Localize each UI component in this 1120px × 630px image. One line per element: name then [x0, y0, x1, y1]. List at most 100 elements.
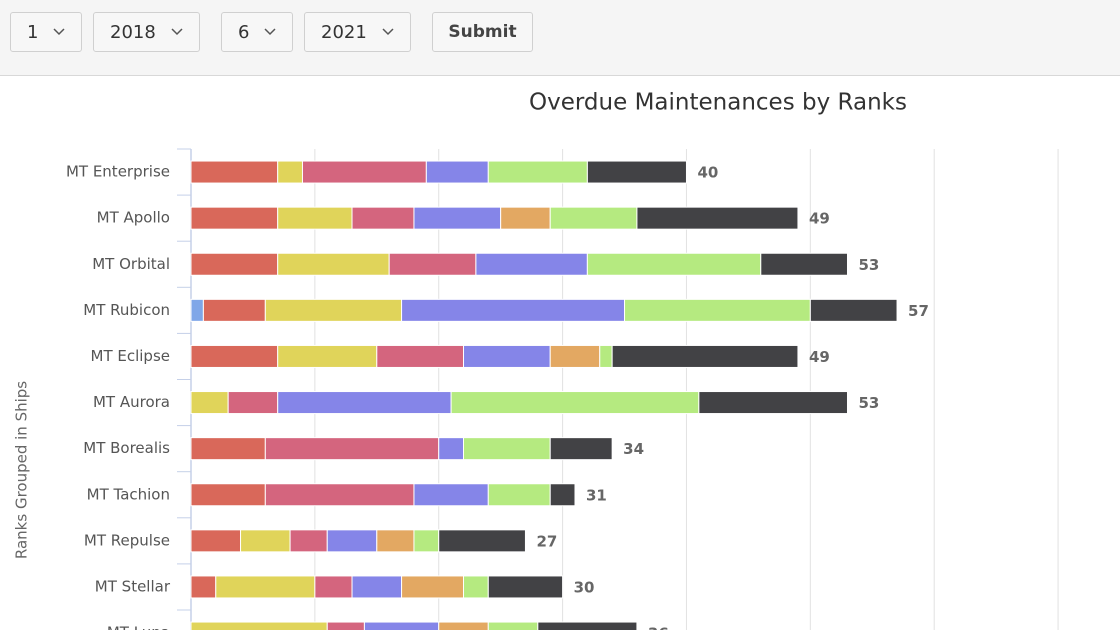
y-tick-label: MT Repulse	[84, 531, 170, 549]
chevron	[382, 28, 394, 36]
y-tick-label: MT Borealis	[83, 439, 170, 457]
end-year-select[interactable]: 2021	[304, 12, 411, 52]
bar-segment	[190, 529, 242, 553]
bar-segment	[586, 160, 687, 184]
total-label: 27	[536, 532, 557, 550]
chevron	[53, 28, 65, 36]
y-tick-label: MT Luna	[107, 624, 170, 630]
total-label: 57	[908, 302, 929, 320]
bar-segment	[413, 206, 502, 230]
bar-segment	[190, 437, 266, 461]
bar-segment	[227, 391, 279, 415]
bar-segment	[549, 483, 576, 507]
bar-segment	[351, 206, 415, 230]
y-tick-label: MT Rubicon	[83, 301, 170, 319]
bar-segment	[599, 344, 613, 368]
y-tick-label: MT Tachion	[87, 485, 170, 503]
bar-segment	[264, 437, 440, 461]
bar-segment	[289, 529, 328, 553]
end-month-select[interactable]: 6	[221, 12, 293, 52]
bar-segment	[549, 437, 613, 461]
bar-segment	[190, 344, 279, 368]
bar-segment	[463, 575, 489, 599]
bar-segment	[698, 391, 848, 415]
start-month-select[interactable]: 1	[10, 12, 82, 52]
bar-segment	[549, 344, 601, 368]
bar-segment	[388, 252, 477, 276]
bar-segment	[301, 160, 427, 184]
bar-segment	[809, 298, 898, 322]
bar-segment	[413, 529, 440, 553]
total-label: 53	[858, 256, 879, 274]
bar-segment	[487, 160, 588, 184]
total-label: 49	[809, 348, 830, 366]
bar-segment	[376, 344, 465, 368]
chevron	[171, 28, 183, 36]
select-value: 2021	[321, 21, 367, 43]
total-label: 49	[809, 210, 830, 228]
bar-segment	[277, 160, 303, 184]
bar-segment	[202, 298, 266, 322]
bar-segment	[450, 391, 700, 415]
chart-title: Overdue Maintenances by Ranks	[529, 90, 907, 116]
bar-segment	[487, 621, 539, 630]
total-label: 36	[648, 625, 669, 630]
total-label: 53	[858, 394, 879, 412]
bar-segment	[215, 575, 316, 599]
bar-segment	[463, 437, 551, 461]
bar-segment	[264, 298, 403, 322]
bar-segment	[190, 575, 217, 599]
bar-segment	[190, 391, 229, 415]
bar-segment	[277, 391, 452, 415]
bar-segment	[277, 344, 378, 368]
bar-segment	[438, 529, 526, 553]
total-label: 31	[586, 486, 607, 504]
bar-segment	[264, 483, 415, 507]
y-tick-label: MT Apollo	[97, 209, 170, 227]
y-axis-label: Ranks Grouped in Ships	[13, 381, 31, 559]
total-label: 34	[623, 440, 644, 458]
bar-segment	[314, 575, 353, 599]
y-tick-label: MT Orbital	[92, 255, 170, 273]
select-value: 1	[27, 21, 39, 43]
chevron	[264, 28, 276, 36]
y-tick-label: MT Eclipse	[91, 347, 171, 365]
bar-segment	[586, 252, 762, 276]
bar-segment	[240, 529, 291, 553]
bar-segment	[624, 298, 811, 322]
bar-segment	[190, 621, 328, 630]
start-year-select[interactable]: 2018	[93, 12, 200, 52]
bar-segment	[376, 529, 415, 553]
bar-segment	[363, 621, 440, 630]
bar-segment	[190, 160, 279, 184]
bar-segment	[500, 206, 551, 230]
select-value: 6	[238, 21, 250, 43]
bar-segment	[401, 298, 626, 322]
submit-button[interactable]: Submit	[432, 12, 533, 52]
bar-segment	[326, 621, 365, 630]
bar-segment	[326, 529, 378, 553]
bar-segment	[636, 206, 799, 230]
y-tick-label: MT Stellar	[95, 577, 171, 595]
toolbar: 1 2018 6 2021 Submit	[0, 0, 1120, 76]
bar-segment	[351, 575, 403, 599]
bar-segment	[760, 252, 848, 276]
bar-segment	[190, 298, 204, 322]
select-value: 2018	[110, 21, 156, 43]
bar-segment	[487, 483, 551, 507]
bar-segment	[438, 621, 489, 630]
total-label: 30	[574, 578, 595, 596]
bar-segment	[487, 575, 564, 599]
y-tick-label: MT Aurora	[93, 393, 170, 411]
bar-segment	[475, 252, 588, 276]
bar-segment	[190, 206, 279, 230]
bar-segment	[611, 344, 799, 368]
total-label: 40	[697, 164, 718, 182]
bar-segment	[190, 483, 266, 507]
bar-segment	[463, 344, 551, 368]
chart: Overdue Maintenances by Ranks Ranks Grou…	[13, 90, 1059, 630]
bar-segment	[413, 483, 489, 507]
bar-segment	[277, 252, 390, 276]
bar-segment	[401, 575, 465, 599]
